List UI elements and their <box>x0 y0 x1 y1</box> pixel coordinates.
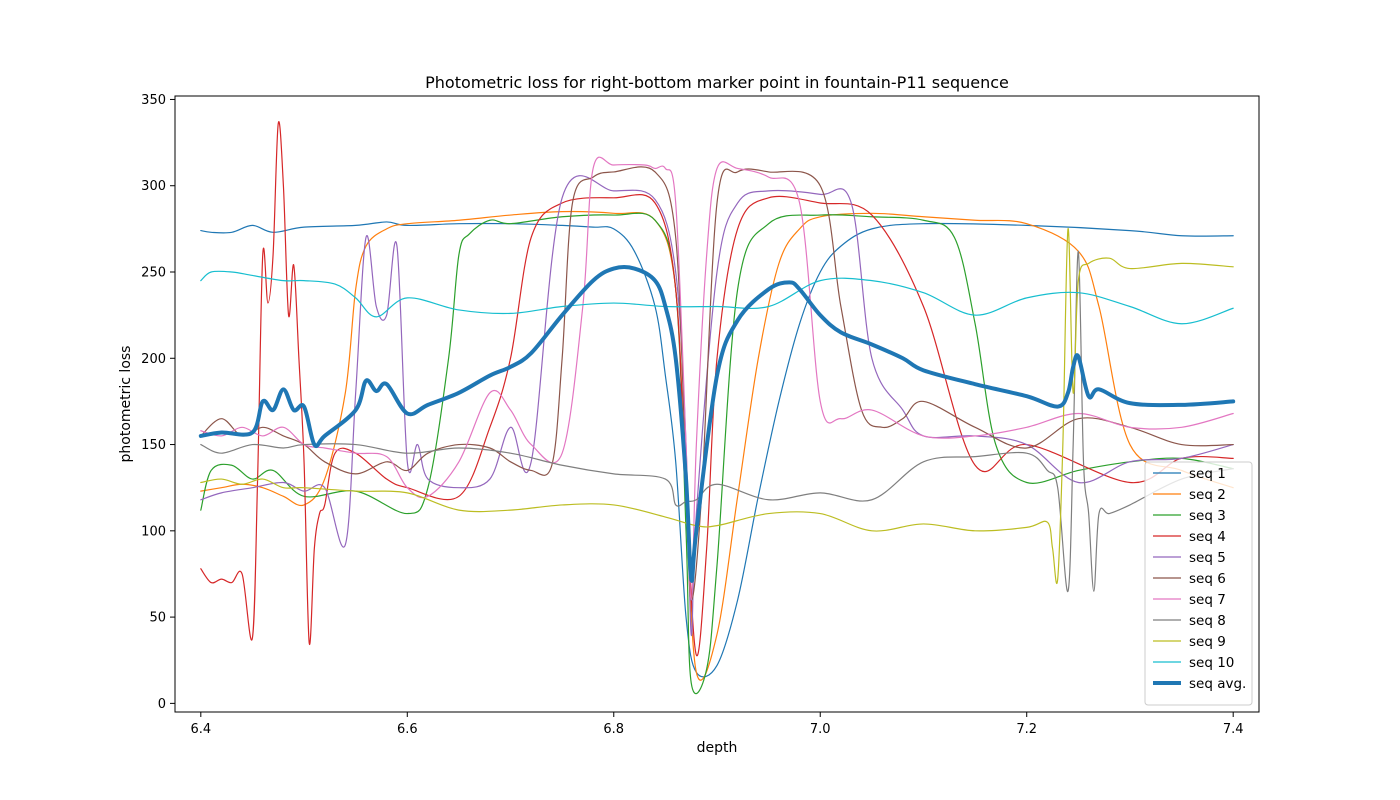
legend-label: seq 4 <box>1189 529 1226 545</box>
legend-label: seq 10 <box>1189 655 1234 671</box>
series-line-seq-8 <box>200 250 1234 592</box>
legend-label: seq 1 <box>1189 466 1226 482</box>
chart-title: Photometric loss for right-bottom marker… <box>425 73 1009 92</box>
plot-frame <box>174 95 1260 713</box>
series-line-seq-4 <box>200 121 1234 657</box>
series-line-seq-9 <box>200 228 1234 584</box>
x-tick-label: 6.6 <box>397 722 418 737</box>
legend-item: seq 5 <box>1153 550 1226 566</box>
legend-item: seq 9 <box>1153 634 1226 650</box>
legend-item: seq 7 <box>1153 592 1226 608</box>
x-tick-label: 7.2 <box>1016 722 1037 737</box>
y-tick-label: 50 <box>149 611 166 626</box>
x-tick-label: 6.4 <box>190 722 211 737</box>
y-axis: 0 50 100 150 200 250 300 350 <box>141 93 175 712</box>
series-line-seq-7 <box>200 156 1234 601</box>
plot-area <box>174 95 1260 713</box>
series-lines <box>198 121 1236 695</box>
y-tick-label: 350 <box>141 93 166 108</box>
legend-label: seq 2 <box>1189 487 1226 503</box>
legend-item: seq 4 <box>1153 529 1226 545</box>
y-tick-label: 250 <box>141 266 166 281</box>
legend-label: seq 9 <box>1189 634 1226 650</box>
legend-item: seq 10 <box>1153 655 1234 671</box>
y-tick-label: 150 <box>141 438 166 453</box>
series-line-seq-10 <box>200 270 1234 325</box>
legend-item: seq 6 <box>1153 571 1226 587</box>
series-line-seq-6 <box>200 166 1234 601</box>
x-axis-label: depth <box>697 740 738 756</box>
legend-item: seq 1 <box>1153 466 1226 482</box>
series-line-seq-avg <box>198 265 1236 583</box>
legend-label: seq 6 <box>1189 571 1226 587</box>
legend-label: seq 5 <box>1189 550 1226 566</box>
y-tick-label: 200 <box>141 352 166 367</box>
y-tick-label: 100 <box>141 524 166 539</box>
legend-box <box>1144 461 1253 706</box>
legend-label: seq 3 <box>1189 508 1226 524</box>
y-tick-label: 300 <box>141 179 166 194</box>
legend-item: seq 3 <box>1153 508 1226 524</box>
x-tick-label: 7.4 <box>1223 722 1244 737</box>
y-axis-label: photometric loss <box>118 346 134 463</box>
legend-label: seq 8 <box>1189 613 1226 629</box>
x-tick-label: 6.8 <box>603 722 624 737</box>
legend-label: seq avg. <box>1189 676 1246 692</box>
series-line-seq-5 <box>200 175 1234 637</box>
y-tick-label: 0 <box>158 697 166 712</box>
legend-item: seq 2 <box>1153 487 1226 503</box>
legend-item: seq 8 <box>1153 613 1226 629</box>
x-tick-label: 7.0 <box>810 722 831 737</box>
series-line-seq-1 <box>200 221 1234 678</box>
legend-item: seq avg. <box>1153 676 1246 692</box>
x-axis: 6.4 6.6 6.8 7.0 7.2 7.4 <box>190 712 1244 737</box>
legend: seq 1 seq 2 seq 3 seq 4 seq 5 seq 6 seq 7 seq 8… <box>1144 461 1253 706</box>
legend-label: seq 7 <box>1189 592 1226 608</box>
